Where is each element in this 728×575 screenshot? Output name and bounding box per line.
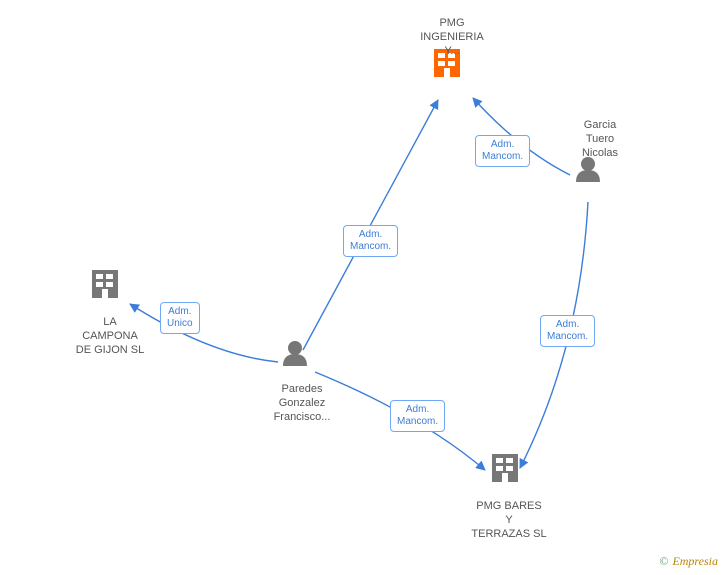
copyright-symbol: © [659, 554, 668, 568]
node-label-paredes: Paredes Gonzalez Francisco... [262, 383, 342, 424]
edge-label: Adm. Mancom. [540, 315, 595, 347]
node-label-garcia: Garcia Tuero Nicolas [570, 119, 630, 160]
graph-canvas [0, 0, 728, 575]
person-node-paredes[interactable] [283, 341, 307, 366]
node-label-la_campona: LA CAMPONA DE GIJON SL [70, 316, 150, 357]
edge-label: Adm. Mancom. [475, 135, 530, 167]
edge-label: Adm. Mancom. [343, 225, 398, 257]
company-node-la_campona[interactable] [92, 270, 118, 298]
person-node-garcia[interactable] [576, 157, 600, 182]
node-label-pmg_ing: PMG INGENIERIA Y... [412, 17, 492, 58]
watermark: © Empresia [659, 554, 718, 569]
node-label-pmg_bares: PMG BARES Y TERRAZAS SL [463, 500, 555, 541]
edge-paredes-la_campona [130, 304, 278, 362]
company-node-pmg_bares[interactable] [492, 454, 518, 482]
edge-label: Adm. Unico [160, 302, 200, 334]
edge-label: Adm. Mancom. [390, 400, 445, 432]
watermark-text: Empresia [672, 554, 718, 568]
